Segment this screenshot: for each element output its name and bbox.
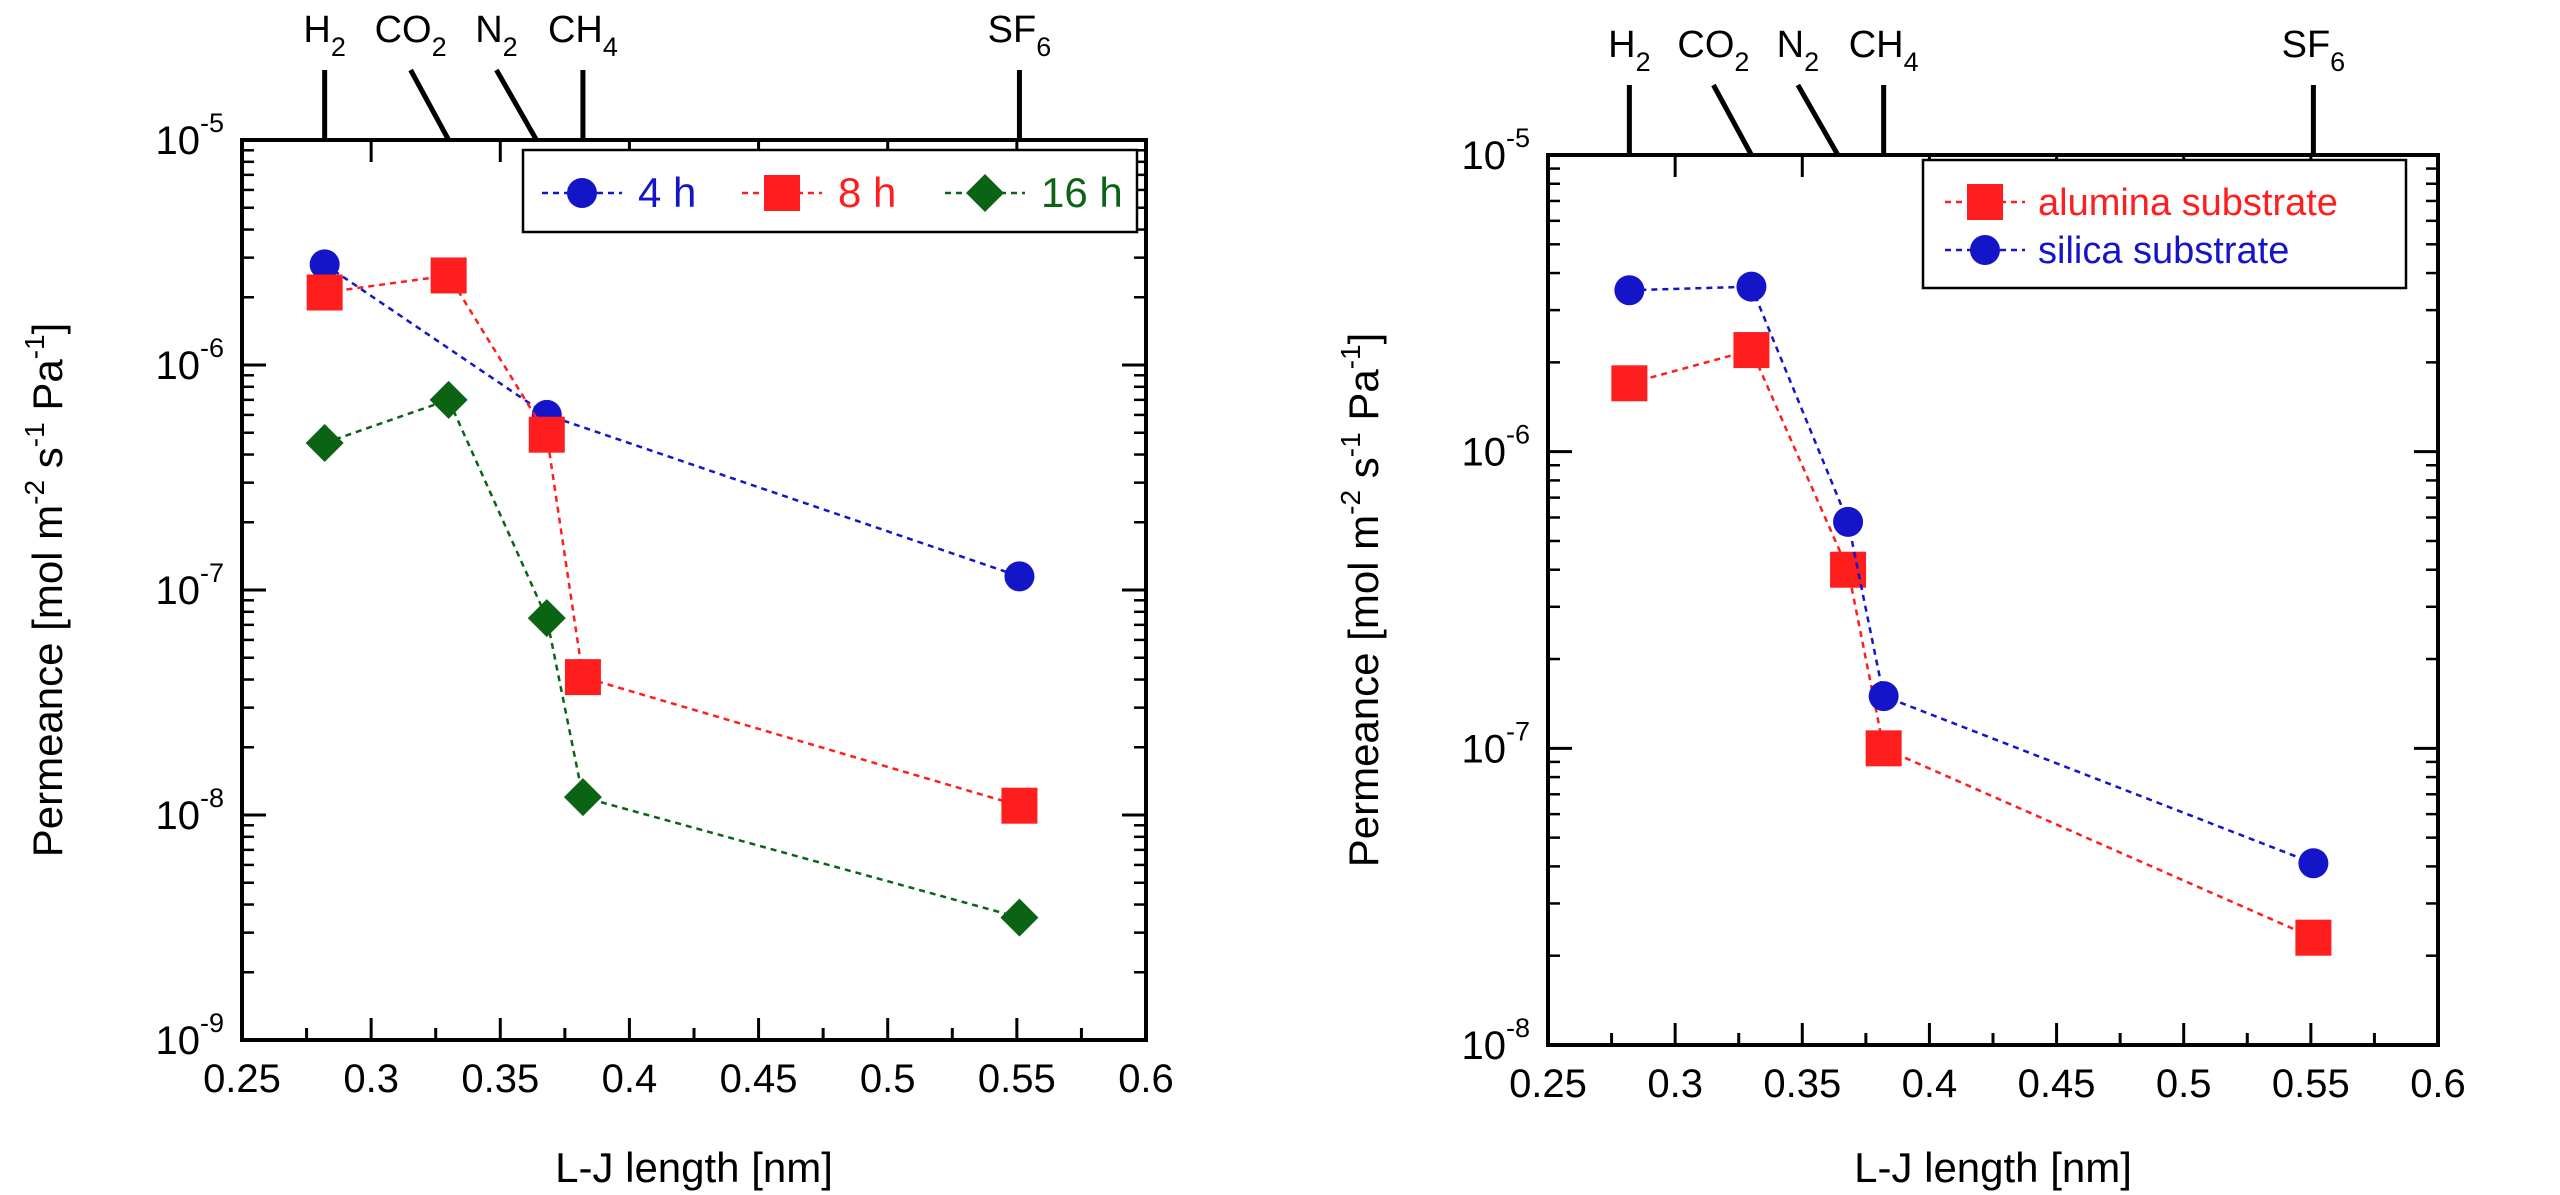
x-axis-label: L-J length [nm] <box>1854 1144 2132 1191</box>
legend-label: 16 h <box>1041 169 1123 216</box>
series-1 <box>306 257 1038 824</box>
series-0 <box>1611 332 2332 956</box>
x-tick-label: 0.3 <box>1647 1062 1703 1106</box>
data-point <box>527 599 566 638</box>
molecule-label: CH4 <box>1849 24 1919 77</box>
data-point <box>563 778 602 817</box>
series-line <box>1629 285 2314 865</box>
data-point <box>309 249 340 280</box>
data-point <box>1004 561 1035 592</box>
x-axis-label: L-J length [nm] <box>555 1144 833 1191</box>
molecule-marker-line <box>1795 83 1841 157</box>
x-tick-label: 0.5 <box>2156 1062 2212 1106</box>
legend-label: 8 h <box>838 169 896 216</box>
data-point <box>430 257 467 294</box>
legend-label: 4 h <box>638 169 696 216</box>
x-tick-label: 0.5 <box>860 1057 916 1101</box>
data-point <box>564 659 601 696</box>
legend-box <box>1921 158 2408 290</box>
data-point <box>306 274 343 311</box>
y-tick-label: 10-6 <box>1461 420 1530 475</box>
y-tick-label: 10-8 <box>155 783 224 838</box>
molecule-label: H2 <box>1608 24 1650 77</box>
molecule-marker-line <box>1711 83 1754 157</box>
y-tick-label: 10-8 <box>1461 1013 1530 1068</box>
chart-left: 0.25 0.3 0.35 0.4 0.45 0.5 0.55 0.6 10-9 10-8 10-7… <box>19 9 1174 1191</box>
x-tick-label: 0.4 <box>602 1057 658 1101</box>
series-line <box>1629 348 2314 939</box>
data-point <box>1833 506 1864 537</box>
data-point <box>1611 365 1648 402</box>
legend-marker <box>1970 235 2000 265</box>
data-point <box>528 416 565 453</box>
data-point <box>2295 919 2332 956</box>
y-axis-label: Permeance [mol m-2 s-1 Pa-1] <box>19 323 71 858</box>
x-tick-label: 0.25 <box>1509 1062 1587 1106</box>
series-0 <box>309 249 1035 592</box>
x-tick-label: 0.6 <box>1118 1057 1174 1101</box>
data-point <box>1736 271 1767 302</box>
legend-marker <box>764 175 800 211</box>
data-point <box>1000 898 1039 937</box>
series-line <box>324 398 1020 919</box>
x-tick-label: 0.45 <box>2018 1062 2096 1106</box>
molecule-marker-line <box>494 68 539 142</box>
y-tick-label: 10-5 <box>155 108 224 163</box>
series-line <box>323 263 1020 578</box>
data-point <box>1001 787 1038 824</box>
x-tick-label: 0.35 <box>461 1057 539 1101</box>
y-tick-label: 10-9 <box>155 1008 224 1063</box>
x-tick-label: 0.55 <box>978 1057 1056 1101</box>
y-axis-label: Permeance [mol m-2 s-1 Pa-1] <box>1335 333 1387 868</box>
data-point <box>1865 730 1902 767</box>
molecule-label: CO2 <box>1677 24 1749 77</box>
y-tick-label: 10-7 <box>1461 716 1530 771</box>
x-tick-label: 0.25 <box>203 1057 281 1101</box>
data-point <box>2298 848 2329 879</box>
molecule-label: CH4 <box>548 9 618 62</box>
series-line <box>324 274 1020 807</box>
series-2 <box>305 380 1039 937</box>
x-tick-label: 0.4 <box>1902 1062 1958 1106</box>
molecule-label: H2 <box>303 9 345 62</box>
y-tick-label: 10-6 <box>155 333 224 388</box>
data-point <box>1733 332 1770 369</box>
chart-right: 0.25 0.3 0.35 0.4 0.45 0.5 0.55 0.6 10-8 10-7 10-6… <box>1335 24 2466 1191</box>
x-tick-label: 0.35 <box>1763 1062 1841 1106</box>
data-point <box>1868 681 1899 712</box>
molecule-label: SF6 <box>2282 24 2346 77</box>
molecule-label: CO2 <box>375 9 447 62</box>
y-tick-label: 10-5 <box>1461 123 1530 178</box>
molecule-label: N2 <box>475 9 517 62</box>
molecule-label: SF6 <box>988 9 1052 62</box>
legend-box <box>521 148 1139 234</box>
x-tick-label: 0.45 <box>720 1057 798 1101</box>
legend: alumina substrate silica substrate <box>1921 158 2408 290</box>
legend-label: silica substrate <box>2038 230 2289 272</box>
legend: 4 h 8 h 16 h <box>521 148 1139 234</box>
legend-marker <box>567 178 597 208</box>
data-point <box>1614 275 1645 306</box>
molecule-label: N2 <box>1777 24 1819 77</box>
x-tick-label: 0.3 <box>343 1057 399 1101</box>
x-tick-label: 0.6 <box>2410 1062 2466 1106</box>
molecule-marker-line <box>408 68 451 142</box>
series-1 <box>1614 271 2329 879</box>
data-point <box>1830 551 1867 588</box>
legend-marker <box>1967 184 2003 220</box>
data-point <box>429 380 468 419</box>
data-point <box>305 424 344 463</box>
plot-frame <box>240 138 1148 1042</box>
x-tick-label: 0.55 <box>2272 1062 2350 1106</box>
legend-marker <box>966 174 1004 212</box>
legend-label: alumina substrate <box>2038 182 2338 224</box>
y-tick-label: 10-7 <box>155 558 224 613</box>
